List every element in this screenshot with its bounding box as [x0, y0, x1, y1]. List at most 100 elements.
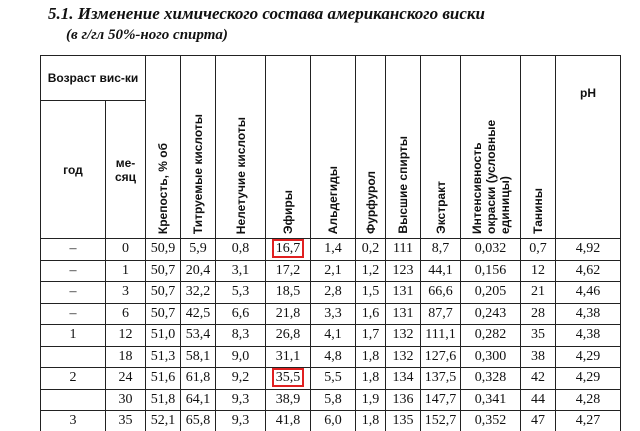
table-cell: 1,9 [355, 388, 386, 411]
table-cell: 0,352 [460, 410, 521, 431]
table-cell: 6,0 [310, 410, 356, 431]
table-cell: 41,8 [265, 410, 311, 431]
header-row: Возраст вис-ки Крепость, % об Титруемые … [40, 55, 621, 239]
table-cell [40, 345, 106, 368]
column-header-text: Экстракт [433, 181, 448, 234]
table-cell: 21,8 [265, 302, 311, 325]
table-cell: 134 [385, 367, 421, 390]
table-cell: 47 [520, 410, 556, 431]
table-cell: 52,1 [145, 410, 181, 431]
table-cell: 111 [385, 238, 421, 261]
column-header-text: Альдегиды [326, 165, 340, 234]
column-header: Экстракт [420, 55, 461, 239]
column-header-text: Танины [531, 188, 545, 234]
table-cell: 1,7 [355, 324, 386, 347]
table-cell: 87,7 [420, 302, 461, 325]
table-cell: 3 [40, 410, 106, 431]
table-cell: 0,7 [520, 238, 556, 261]
table-cell: 1,8 [355, 410, 386, 431]
table-cell: 5,9 [180, 238, 216, 261]
table-cell: 42 [520, 367, 556, 390]
subtitle: (в г/гл 50%-ного спирта) [66, 27, 228, 43]
table-cell: 35 [105, 410, 146, 431]
table-cell [40, 388, 106, 411]
table-cell: 44 [520, 388, 556, 411]
table-cell: 132 [385, 324, 421, 347]
table-cell: 0,205 [460, 281, 521, 304]
column-header: Титруемые кислоты [180, 55, 216, 239]
table-cell: 137,5 [420, 367, 461, 390]
table-cell: 5,3 [215, 281, 266, 304]
table-cell: 4,38 [555, 324, 621, 347]
column-header-text: Нелетучие кислоты [233, 116, 248, 234]
column-header: Фурфурол [355, 55, 386, 239]
column-header: Интенсивность окраски (условные единицы) [460, 55, 521, 239]
column-header-text: Высшие спирты [396, 136, 410, 234]
table-cell: 4,46 [555, 281, 621, 304]
table-row: –1 50,7 20,4 3,1 17,2 2,1 1,2 123 44,1 0,156 12 4,6… [40, 259, 621, 282]
table-cell: 131 [385, 281, 421, 304]
table-cell: 1 [40, 324, 106, 347]
table-cell: 53,4 [180, 324, 216, 347]
table-cell: 61,8 [180, 367, 216, 390]
table-cell: 32,2 [180, 281, 216, 304]
table-cell: 4,29 [555, 345, 621, 368]
table-cell: 3,1 [215, 259, 266, 282]
column-header-text: Титруемые кислоты [191, 113, 205, 234]
table-cell: 24 [105, 367, 146, 390]
header-row: год ме-сяц [40, 100, 621, 239]
table-cell: 58,1 [180, 345, 216, 368]
table-cell: 1,2 [355, 259, 386, 282]
table-cell: 3,3 [310, 302, 356, 325]
highlighted-value: 16,7 [271, 239, 305, 259]
table-cell: 2,8 [310, 281, 356, 304]
table-cell: 42,5 [180, 302, 216, 325]
table-cell: 38,9 [265, 388, 311, 411]
column-header: Эфиры [265, 55, 311, 239]
table-body: –0 50,9 5,9 0,8 16,7 1,4 0,2 111 8,7 0,032 0,7 4,92… [40, 238, 621, 431]
table-cell: 1,4 [310, 238, 356, 261]
table-row: 3 35 52,1 65,8 9,3 41,8 6,0 1,8 135 152,7 0,352 47 4… [40, 410, 621, 431]
table-cell: 9,2 [215, 367, 266, 390]
table-cell: – [40, 238, 106, 261]
table-cell: 2 [40, 367, 106, 390]
column-header-text: Фурфурол [363, 171, 378, 234]
table-cell: 18 [105, 345, 146, 368]
table-cell: 0,156 [460, 259, 521, 282]
table-cell: 16,7 [265, 238, 311, 261]
table-cell: 50,7 [145, 259, 181, 282]
table-cell: 132 [385, 345, 421, 368]
table-cell: 111,1 [420, 324, 461, 347]
table-cell: 0,341 [460, 388, 521, 411]
table-cell: 1,8 [355, 367, 386, 390]
table-cell: 131 [385, 302, 421, 325]
table-cell: 6 [105, 302, 146, 325]
table-cell: 0,328 [460, 367, 521, 390]
table-cell: 0 [105, 238, 146, 261]
table-header: Возраст вис-ки Крепость, % об Титруемые … [40, 55, 621, 239]
table-cell: 4,28 [555, 388, 621, 411]
table-cell: 0,2 [355, 238, 386, 261]
table-cell: 35,5 [265, 367, 311, 390]
table-cell: 21 [520, 281, 556, 304]
table-cell: 12 [520, 259, 556, 282]
column-header: Нелетучие кислоты [215, 55, 266, 239]
table-cell: 12 [105, 324, 146, 347]
table-cell: 1 [105, 259, 146, 282]
table-row: –0 50,9 5,9 0,8 16,7 1,4 0,2 111 8,7 0,032 0,7 4,92 [40, 238, 621, 261]
column-header-text: Крепость, % об [156, 142, 170, 234]
table-row: –6 50,7 42,5 6,6 21,8 3,3 1,6 131 87,7 0,243 28 4,3… [40, 302, 621, 325]
table-cell: 8,7 [420, 238, 461, 261]
table-cell: 50,7 [145, 281, 181, 304]
table-cell: 31,1 [265, 345, 311, 368]
column-header: Танины [520, 55, 556, 239]
table-cell: 0,282 [460, 324, 521, 347]
table-cell: 6,6 [215, 302, 266, 325]
table-cell: 51,0 [145, 324, 181, 347]
table-cell: 0,8 [215, 238, 266, 261]
table-cell: 51,6 [145, 367, 181, 390]
title: 5.1. Изменение химического состава амери… [48, 4, 485, 23]
table-cell: 1,8 [355, 345, 386, 368]
